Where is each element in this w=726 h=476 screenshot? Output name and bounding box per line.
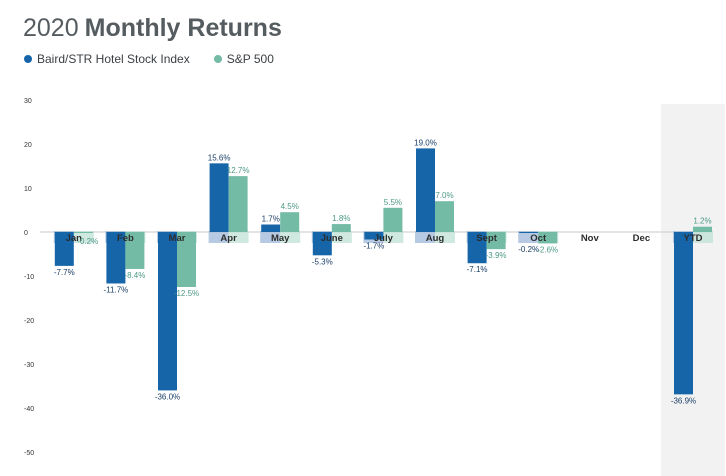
bar-hotel-index [54,232,74,266]
category-box-left [260,231,281,243]
bar-sp500 [73,232,93,233]
data-label-sp500: -0.2% [77,237,98,246]
bar-hotel-index [519,232,539,233]
legend-item-sp500: S&P 500 [213,52,274,66]
category-box-right [73,231,94,243]
x-tick-label: Sept [476,233,497,244]
x-tick-label: Feb [117,233,134,244]
title-text: Monthly Returns [84,14,282,42]
data-label-sp500: 1.8% [332,214,350,223]
data-label-sp500: 12.7% [227,166,250,175]
data-label-sp500: 7.0% [435,191,453,200]
x-tick-label: Mar [169,233,186,244]
y-tick-label: 20 [24,142,32,149]
data-label-sp500: 1.2% [693,217,711,226]
bar-sp500 [280,212,300,232]
y-tick-label: -30 [24,362,34,369]
bar-sp500 [125,232,145,269]
category-box-right [280,231,301,243]
category-box-right [331,231,352,243]
legend-swatch-sp500 [213,55,222,63]
category-box-right [228,231,249,243]
bar-hotel-index [261,224,281,232]
legend-label-hotel-index: Baird/STR Hotel Stock Index [37,52,190,66]
x-tick-label: Dec [633,233,650,244]
bar-sp500 [435,201,454,232]
chart-title: 2020 Monthly Returns [23,14,282,43]
data-label-hotel-index: -7.7% [54,268,75,277]
x-tick-label: July [374,233,394,244]
data-label-hotel-index: 1.7% [262,215,280,224]
x-tick-label: Jan [66,233,83,244]
legend-label-sp500: S&P 500 [226,52,274,66]
y-tick-label: -20 [24,318,34,325]
data-label-hotel-index: -5.3% [312,257,333,266]
title-year: 2020 [23,14,79,42]
legend-item-hotel-index: Baird/STR Hotel Stock Index [24,52,190,66]
category-box-left [208,231,229,243]
data-label-hotel-index: -36.9% [671,396,696,405]
x-tick-label: Oct [530,233,547,244]
data-label-hotel-index: 15.6% [208,153,231,162]
x-tick-label: YTD [684,233,703,244]
bar-sp500 [693,226,712,232]
y-tick-label: -10 [24,274,34,281]
category-box-left [415,231,435,243]
y-tick-label: 0 [24,230,28,237]
bar-hotel-index [416,148,435,232]
data-label-hotel-index: -1.7% [363,241,384,250]
y-tick-label: 30 [24,98,32,105]
category-box-left [518,231,539,243]
data-label-hotel-index: -11.7% [104,285,129,294]
data-label-hotel-index: -36.0% [155,392,180,401]
bar-sp500 [486,232,506,250]
bar-sp500 [383,207,403,232]
data-label-hotel-index: -0.2% [518,245,539,254]
data-label-hotel-index: 19.0% [414,138,437,147]
category-box-right [383,231,404,243]
data-label-sp500: -8.4% [124,271,145,280]
bar-sp500 [228,176,248,232]
bar-hotel-index [364,232,384,240]
y-tick-label: -40 [24,406,34,413]
bar-hotel-index [106,232,126,284]
bar-hotel-index [674,232,693,395]
category-box-right [693,231,713,243]
x-tick-label: Nov [581,233,600,244]
bar-sp500 [177,232,196,287]
y-tick-label: -50 [24,450,34,457]
y-tick-label: 10 [24,186,32,193]
bar-hotel-index [312,232,332,256]
x-tick-label: May [271,233,290,244]
category-box-right [435,231,455,243]
data-label-sp500: 5.5% [384,198,402,207]
data-label-sp500: -12.5% [174,289,199,298]
bar-sp500 [538,232,558,244]
x-tick-label: June [321,233,343,244]
bar-hotel-index [467,232,487,264]
bar-sp500 [331,224,351,232]
bar-hotel-index [158,232,177,391]
data-label-sp500: 4.5% [281,202,299,211]
legend: Baird/STR Hotel Stock Index S&P 500 [24,52,274,66]
data-label-sp500: -2.6% [537,245,558,254]
x-tick-label: Aug [426,233,445,244]
data-label-sp500: -3.9% [486,251,507,260]
bar-hotel-index [209,163,229,232]
legend-swatch-hotel-index [24,55,32,63]
data-label-hotel-index: -7.1% [467,265,488,274]
x-tick-label: Apr [220,233,237,244]
